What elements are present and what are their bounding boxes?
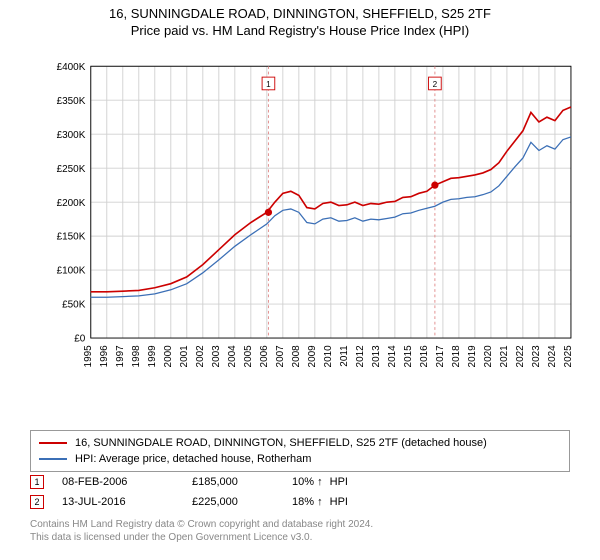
svg-text:2004: 2004 xyxy=(227,345,238,368)
svg-text:£200K: £200K xyxy=(57,198,86,209)
svg-text:£0: £0 xyxy=(74,334,86,345)
svg-text:2013: 2013 xyxy=(371,345,382,368)
svg-text:£150K: £150K xyxy=(57,232,86,243)
svg-text:£300K: £300K xyxy=(57,130,86,141)
svg-text:2007: 2007 xyxy=(275,345,286,368)
svg-text:£350K: £350K xyxy=(57,96,86,107)
legend-swatch xyxy=(39,442,67,444)
svg-text:£250K: £250K xyxy=(57,164,86,175)
footer-line: Contains HM Land Registry data © Crown c… xyxy=(30,518,373,531)
up-arrow-icon: ↑ xyxy=(317,476,323,488)
svg-text:£400K: £400K xyxy=(57,62,86,73)
sale-row: 1 08-FEB-2006 £185,000 10% ↑ HPI xyxy=(30,472,570,492)
sale-pct: 18% ↑ HPI xyxy=(292,496,352,508)
svg-text:1995: 1995 xyxy=(83,345,94,368)
svg-text:1996: 1996 xyxy=(99,345,110,368)
sale-date: 13-JUL-2016 xyxy=(62,496,192,508)
svg-text:2002: 2002 xyxy=(195,345,206,368)
svg-text:2019: 2019 xyxy=(467,345,478,368)
svg-text:2011: 2011 xyxy=(339,345,350,367)
svg-text:2023: 2023 xyxy=(531,345,542,368)
svg-text:2021: 2021 xyxy=(499,345,510,368)
title-block: 16, SUNNINGDALE ROAD, DINNINGTON, SHEFFI… xyxy=(0,0,600,38)
legend-label: 16, SUNNINGDALE ROAD, DINNINGTON, SHEFFI… xyxy=(75,437,487,449)
svg-text:2005: 2005 xyxy=(243,345,254,368)
svg-text:2014: 2014 xyxy=(387,345,398,368)
chart-subtitle: Price paid vs. HM Land Registry's House … xyxy=(0,23,600,38)
svg-text:2015: 2015 xyxy=(403,345,414,368)
sale-price: £225,000 xyxy=(192,496,292,508)
legend-box: 16, SUNNINGDALE ROAD, DINNINGTON, SHEFFI… xyxy=(30,430,570,472)
svg-text:1998: 1998 xyxy=(131,345,142,368)
chart-area: £0 £50K £100K £150K £200K £250K £300K £350K £400… xyxy=(50,48,580,388)
svg-text:2001: 2001 xyxy=(179,345,190,368)
chart-container: 16, SUNNINGDALE ROAD, DINNINGTON, SHEFFI… xyxy=(0,0,600,560)
svg-text:2008: 2008 xyxy=(291,345,302,368)
svg-text:2018: 2018 xyxy=(451,345,462,368)
sales-block: 1 08-FEB-2006 £185,000 10% ↑ HPI 2 13-JU… xyxy=(30,472,570,512)
svg-text:1997: 1997 xyxy=(115,345,126,368)
svg-text:2009: 2009 xyxy=(307,345,318,368)
svg-text:1: 1 xyxy=(266,80,271,89)
legend-swatch xyxy=(39,458,67,460)
chart-svg: £0 £50K £100K £150K £200K £250K £300K £350K £400… xyxy=(50,48,580,388)
legend-label: HPI: Average price, detached house, Roth… xyxy=(75,453,311,465)
svg-text:£50K: £50K xyxy=(62,300,86,311)
svg-text:£100K: £100K xyxy=(57,266,86,277)
footer: Contains HM Land Registry data © Crown c… xyxy=(30,518,373,544)
svg-text:2006: 2006 xyxy=(259,345,270,368)
svg-text:2017: 2017 xyxy=(435,345,446,368)
sale-row: 2 13-JUL-2016 £225,000 18% ↑ HPI xyxy=(30,492,570,512)
sale-price: £185,000 xyxy=(192,476,292,488)
svg-text:2: 2 xyxy=(433,80,438,89)
svg-text:2012: 2012 xyxy=(355,345,366,368)
svg-text:2010: 2010 xyxy=(323,345,334,368)
chart-title: 16, SUNNINGDALE ROAD, DINNINGTON, SHEFFI… xyxy=(0,6,600,21)
svg-text:2022: 2022 xyxy=(515,345,526,368)
svg-text:1999: 1999 xyxy=(147,345,158,368)
sale-marker-icon: 2 xyxy=(30,495,44,509)
svg-text:2020: 2020 xyxy=(483,345,494,368)
svg-text:2000: 2000 xyxy=(163,345,174,368)
svg-text:2024: 2024 xyxy=(547,345,558,368)
footer-line: This data is licensed under the Open Gov… xyxy=(30,531,373,544)
legend-row: 16, SUNNINGDALE ROAD, DINNINGTON, SHEFFI… xyxy=(39,435,561,451)
up-arrow-icon: ↑ xyxy=(317,496,323,508)
sale-pct: 10% ↑ HPI xyxy=(292,476,352,488)
svg-text:2016: 2016 xyxy=(419,345,430,368)
svg-text:2003: 2003 xyxy=(211,345,222,368)
sale-date: 08-FEB-2006 xyxy=(62,476,192,488)
svg-text:2025: 2025 xyxy=(563,345,574,368)
legend-row: HPI: Average price, detached house, Roth… xyxy=(39,451,561,467)
sale-marker-icon: 1 xyxy=(30,475,44,489)
